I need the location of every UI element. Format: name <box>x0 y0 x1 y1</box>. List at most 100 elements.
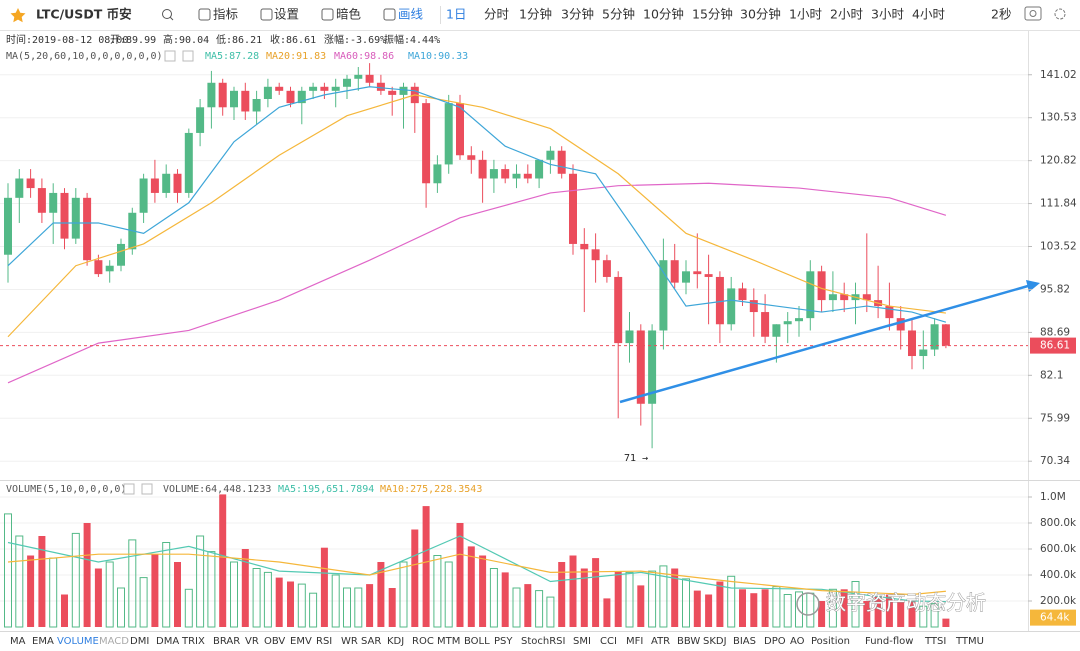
volume-bar <box>184 588 193 628</box>
candle-body <box>591 249 600 261</box>
indicator-tab[interactable]: WR <box>341 636 358 647</box>
toolbar-icon <box>321 8 334 21</box>
volume-bar <box>727 575 736 628</box>
volume-bar <box>83 523 91 627</box>
volume-bar <box>535 590 544 628</box>
volume-bar <box>388 588 396 627</box>
toolbar-item[interactable]: 分时 <box>484 7 510 22</box>
candle-body <box>15 178 24 198</box>
indicator-tab[interactable]: SKDJ <box>703 636 727 647</box>
indicator-tab[interactable]: BIAS <box>733 636 756 647</box>
volume-bar <box>377 562 385 627</box>
volume-bar <box>580 568 588 627</box>
toolbar-item[interactable]: 画线 <box>398 7 424 22</box>
camera-icon[interactable] <box>1024 6 1042 21</box>
indicator-tab[interactable]: DPO <box>764 636 786 647</box>
toolbar-item[interactable]: 10分钟 <box>643 7 684 22</box>
indicator-tab[interactable]: BBW <box>677 636 700 647</box>
current-volume-label: 64.4k <box>1040 612 1070 624</box>
trend-line[interactable] <box>619 284 1029 404</box>
indicator-tab[interactable]: CCI <box>600 636 617 647</box>
indicator-tab[interactable]: MFI <box>626 636 643 647</box>
indicator-tab[interactable]: MTM <box>437 636 460 647</box>
toolbar-item[interactable]: 1小时 <box>789 7 822 22</box>
y-tick-label: 800.0k <box>1040 517 1077 529</box>
marks <box>0 63 1028 628</box>
volume-bar <box>297 583 306 628</box>
y-tick-label: 600.0k <box>1040 543 1077 555</box>
legend-button[interactable] <box>123 483 135 495</box>
settings-icon[interactable] <box>1054 8 1066 20</box>
candle-body <box>817 271 826 301</box>
watermark-icon <box>796 592 820 616</box>
toolbar-item[interactable]: 30分钟 <box>740 7 781 22</box>
toolbar-item[interactable]: 4小时 <box>912 7 945 22</box>
volume-bar <box>467 546 475 627</box>
legend-button[interactable] <box>141 483 153 495</box>
candle-body <box>783 321 792 325</box>
candle-body <box>670 260 679 283</box>
candle-body <box>557 150 566 174</box>
indicator-tab[interactable]: AO <box>790 636 805 647</box>
indicator-tab[interactable]: EMA <box>32 636 54 647</box>
toolbar-item[interactable]: 指标 <box>213 7 238 22</box>
volume-legend: MA5:195,651.7894 <box>278 484 374 495</box>
indicator-tab[interactable]: StochRSI <box>521 636 565 647</box>
indicator-tab[interactable]: TTSI <box>924 636 946 647</box>
ma-legend: MA10:90.33 <box>408 51 468 62</box>
indicator-tab[interactable]: KDJ <box>387 636 404 647</box>
legend-button[interactable] <box>164 50 176 62</box>
candle-body <box>343 78 351 87</box>
indicator-tab[interactable]: MACD <box>99 636 129 647</box>
toolbar-item[interactable]: 2小时 <box>830 7 863 22</box>
toolbar-item[interactable]: 2秒 <box>991 7 1011 22</box>
indicator-tab[interactable]: TTMU <box>955 636 984 647</box>
volume-bar <box>659 565 668 628</box>
indicator-tab[interactable]: RSI <box>316 636 332 647</box>
volume-bar <box>772 586 781 628</box>
toolbar-item[interactable]: 1日 <box>446 7 466 22</box>
candle-body <box>580 243 589 250</box>
toolbar-item[interactable]: 3分钟 <box>561 7 594 22</box>
indicator-tab[interactable]: EMV <box>290 636 312 647</box>
volume-bar <box>942 618 950 627</box>
toolbar-item[interactable]: 设置 <box>274 7 299 22</box>
indicator-tab[interactable]: OBV <box>264 636 285 647</box>
indicator-tab[interactable]: BOLL <box>464 636 490 647</box>
candle-body <box>263 86 272 99</box>
legend-button[interactable] <box>182 50 194 62</box>
indicator-tab[interactable]: VR <box>245 636 259 647</box>
indicator-tab[interactable]: BRAR <box>213 636 240 647</box>
volume-bar <box>196 535 205 628</box>
toolbar-item[interactable]: 1分钟 <box>519 7 552 22</box>
candle-body <box>60 192 69 239</box>
indicator-tab[interactable]: Fund-flow <box>865 636 913 647</box>
toolbar-item[interactable]: 暗色 <box>336 7 362 22</box>
toolbar-item[interactable]: 15分钟 <box>692 7 733 22</box>
indicator-tab[interactable]: TRIX <box>181 636 205 647</box>
search-icon[interactable] <box>162 9 172 19</box>
volume-legend: MA10:275,228.3543 <box>380 484 482 495</box>
symbol[interactable]: LTC/USDT 币安 <box>36 7 132 22</box>
volume-bar <box>739 589 746 627</box>
candle-body <box>320 86 329 91</box>
volume-bar <box>501 572 509 627</box>
toolbar-item[interactable]: 3小时 <box>871 7 904 22</box>
indicator-tab[interactable]: PSY <box>494 636 513 647</box>
indicator-tab[interactable]: SAR <box>361 636 381 647</box>
indicator-tab[interactable]: ATR <box>651 636 670 647</box>
indicator-tab[interactable]: DMA <box>156 636 179 647</box>
candle-body <box>602 260 611 277</box>
indicator-tab[interactable]: DMI <box>130 636 149 647</box>
star-icon[interactable] <box>10 8 26 23</box>
toolbar-item[interactable]: 5分钟 <box>602 7 635 22</box>
volume-bar <box>151 554 159 627</box>
indicator-tab[interactable]: MA <box>10 636 26 647</box>
indicator-tab[interactable]: SMI <box>573 636 591 647</box>
indicator-tab[interactable]: ROC <box>412 636 434 647</box>
toolbar-icon <box>198 8 211 21</box>
candle-body <box>761 312 770 337</box>
indicator-tab[interactable]: Position <box>811 636 850 647</box>
indicator-tab[interactable]: VOLUME <box>57 636 99 647</box>
